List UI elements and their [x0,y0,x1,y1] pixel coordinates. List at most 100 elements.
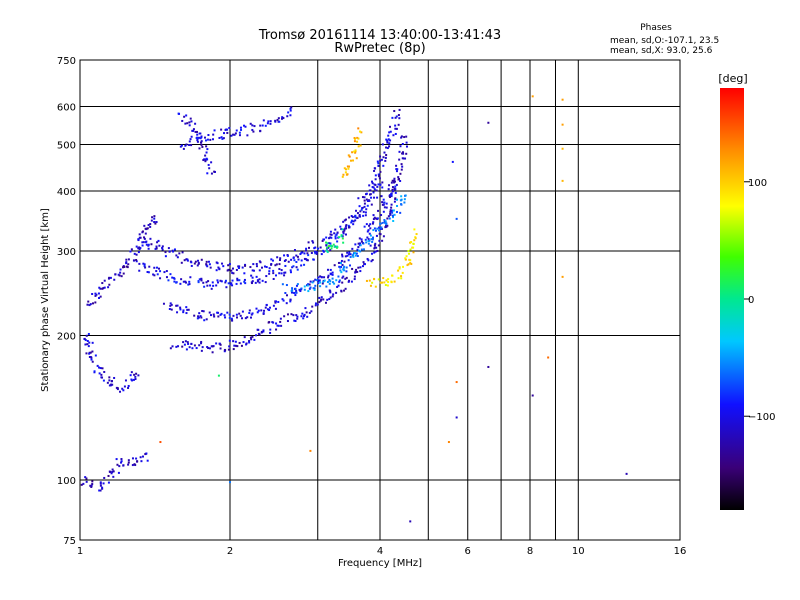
trace-point [387,134,390,137]
trace-point [230,134,233,137]
trace-point [176,304,179,307]
trace-point [326,268,329,271]
isolated-point [531,394,534,397]
trace-point [200,279,203,282]
trace-point [260,309,263,312]
trace-point [210,161,213,164]
trace-point [303,315,306,318]
trace-point [396,204,399,207]
trace-point [196,140,199,143]
trace-point [321,282,324,285]
trace-point [231,279,234,282]
trace-point [168,307,171,310]
trace-point [397,178,400,181]
trace-point [120,275,123,278]
trace-point [187,308,190,311]
trace-point [292,314,295,317]
trace-point [414,236,417,239]
trace-point [374,183,377,186]
trace-point [388,145,391,148]
trace-point [248,341,251,344]
isolated-point [409,520,412,523]
isolated-point [451,160,454,163]
trace-point [207,134,210,137]
trace-point [412,251,415,254]
trace-point [373,244,376,247]
trace-point [354,219,357,222]
trace-point [197,281,200,284]
trace-point [294,287,297,290]
trace-point [206,265,209,268]
trace-point [312,287,315,290]
trace-point [407,250,410,253]
trace-point [351,247,354,250]
trace-point [311,240,314,243]
trace-point [250,274,253,277]
trace-point [347,154,350,157]
trace-point [175,281,178,284]
trace-point [347,167,350,170]
trace-point [127,258,130,261]
trace-point [267,120,270,123]
trace-point [216,279,219,282]
trace-point [384,156,387,159]
trace-point [381,181,384,184]
trace-point [139,247,142,250]
trace-point [98,286,101,289]
trace-point [344,227,347,230]
trace-point [124,379,127,382]
trace-point [200,277,203,280]
trace-point [382,210,385,213]
trace-point [141,244,144,247]
trace-point [284,259,287,262]
trace-point [249,336,252,339]
trace-point [405,152,408,155]
trace-point [193,314,196,317]
trace-point [137,247,140,250]
trace-point [345,270,348,273]
trace-point [223,314,226,317]
trace-point [137,238,140,241]
trace-point [185,114,188,117]
trace-point [103,370,106,373]
trace-point [254,281,257,284]
trace-point [340,235,343,238]
trace-point [341,276,344,279]
trace-point [209,266,212,269]
trace-point [134,378,137,381]
trace-point [329,244,332,247]
trace-point [234,340,237,343]
trace-point [251,312,254,315]
trace-point [358,214,361,217]
trace-point [243,124,246,127]
trace-point [153,274,156,277]
trace-point [133,252,136,255]
trace-point [169,347,172,350]
trace-point [388,184,391,187]
trace-point [307,254,310,257]
trace-point [127,263,130,266]
trace-point [120,460,123,463]
trace-point [384,226,387,229]
trace-point [145,243,148,246]
trace-point [372,214,375,217]
trace-point [336,285,339,288]
trace-point [344,171,347,174]
trace-point [153,221,156,224]
trace-point [409,259,412,262]
trace-point [343,269,346,272]
trace-point [342,232,345,235]
trace-point [354,270,357,273]
isolated-point [531,95,534,98]
trace-point [362,210,365,213]
trace-point [365,223,368,226]
trace-point [286,254,289,257]
trace-point [360,248,363,251]
trace-point [374,250,377,253]
trace-point [334,237,337,240]
trace-point [264,281,267,284]
trace-point [209,138,212,141]
trace-point [137,374,140,377]
trace-point [328,298,331,301]
trace-point [278,268,281,271]
